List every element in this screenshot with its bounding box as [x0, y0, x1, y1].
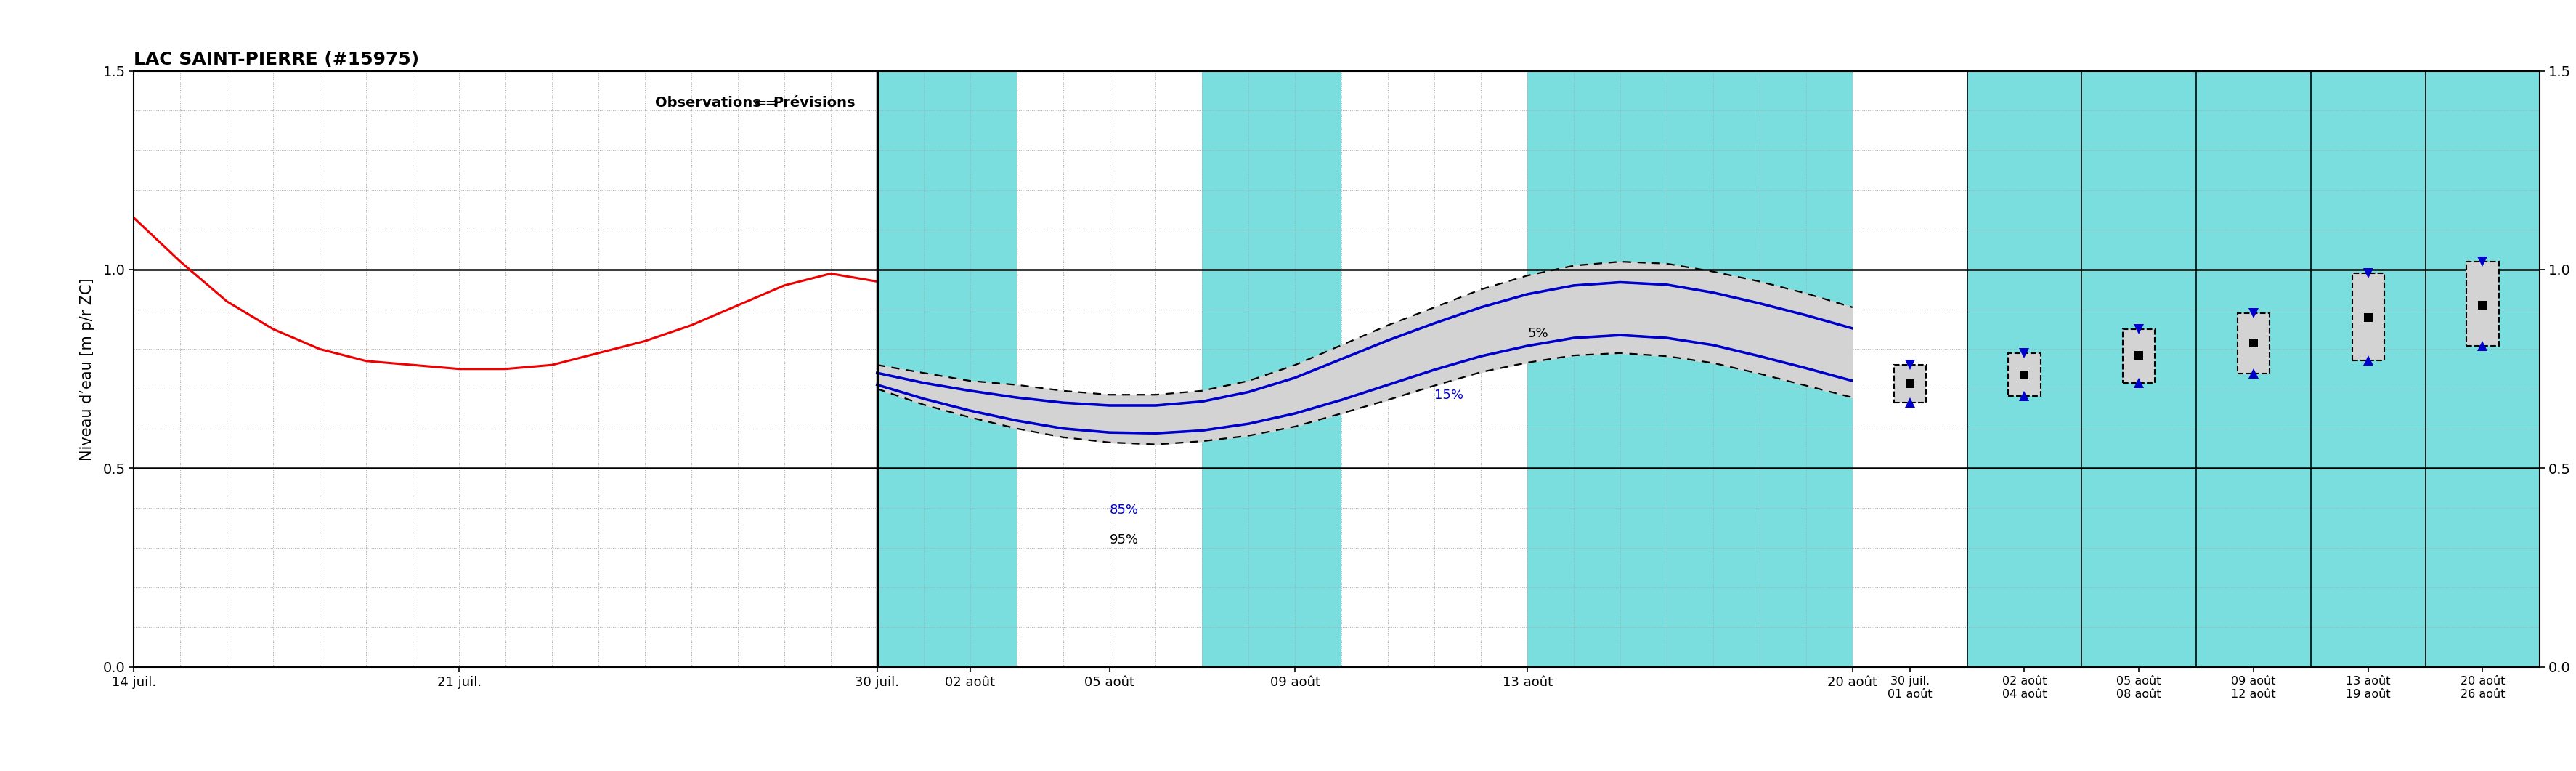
Bar	[2311, 71, 2427, 667]
Text: Observations: Observations	[654, 96, 760, 109]
Text: 5%: 5%	[1528, 327, 1548, 340]
Bar	[1203, 71, 1342, 667]
Bar	[2009, 353, 2040, 396]
Bar	[1893, 365, 1927, 402]
Bar	[2123, 329, 2156, 383]
Bar	[876, 71, 1018, 667]
Bar	[2468, 261, 2499, 346]
Text: ⇐⇒: ⇐⇒	[755, 96, 781, 110]
Bar	[2352, 274, 2385, 360]
Bar	[2009, 353, 2040, 396]
Text: 15%: 15%	[1435, 389, 1463, 402]
Text: 95%: 95%	[1110, 534, 1139, 547]
Bar	[1968, 71, 2081, 667]
Bar	[2081, 71, 2197, 667]
Bar	[2239, 313, 2269, 374]
Bar	[2468, 261, 2499, 346]
Bar	[2239, 313, 2269, 374]
Bar	[1893, 365, 1927, 402]
Text: 85%: 85%	[1110, 503, 1139, 517]
Bar	[2197, 71, 2311, 667]
Text: LAC SAINT-PIERRE (#15975): LAC SAINT-PIERRE (#15975)	[134, 51, 420, 69]
Bar	[2123, 329, 2156, 383]
Bar	[1528, 71, 1852, 667]
Bar	[2352, 274, 2385, 360]
Text: Prévisions: Prévisions	[773, 96, 855, 109]
Y-axis label: Niveau d’eau [m p/r ZC]: Niveau d’eau [m p/r ZC]	[80, 278, 95, 460]
Bar	[2427, 71, 2540, 667]
